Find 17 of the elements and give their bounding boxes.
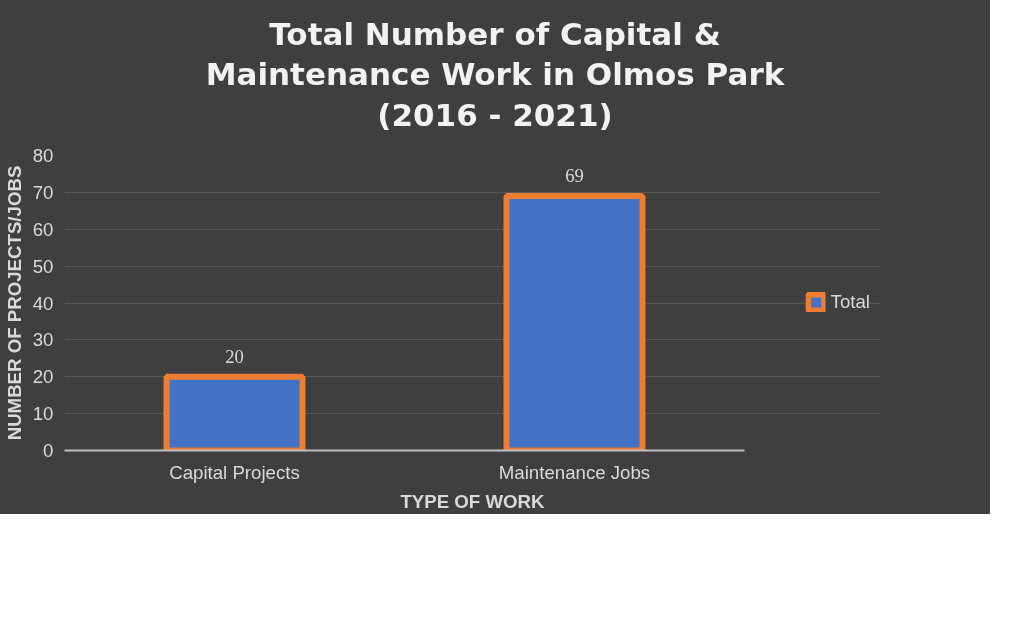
x-tick-label: Capital Projects [169,461,300,483]
x-tick-label: Maintenance Jobs [498,461,651,483]
y-tick-label: 10 [32,403,54,425]
y-tick-label: 40 [32,292,54,314]
y-tick-label: 0 [43,439,54,461]
chart-title: Total Number of Capital & Maintenance Work in Olmos Park (2016 - 2021) [205,15,785,135]
legend-label: Total [830,291,870,314]
x-axis-title: TYPE OF WORK [400,490,546,512]
y-tick-label: 80 [32,144,54,166]
y-tick-label: 20 [32,366,54,388]
y-tick-label: 70 [32,181,54,203]
data-label: 20 [225,345,244,367]
y-axis-title: NUMBER OF PROJECTS/JOBS [3,165,25,441]
y-tick-label: 30 [32,329,54,351]
y-tick-label: 50 [32,255,54,277]
y-tick-label: 60 [32,218,54,240]
data-label: 69 [565,164,584,186]
